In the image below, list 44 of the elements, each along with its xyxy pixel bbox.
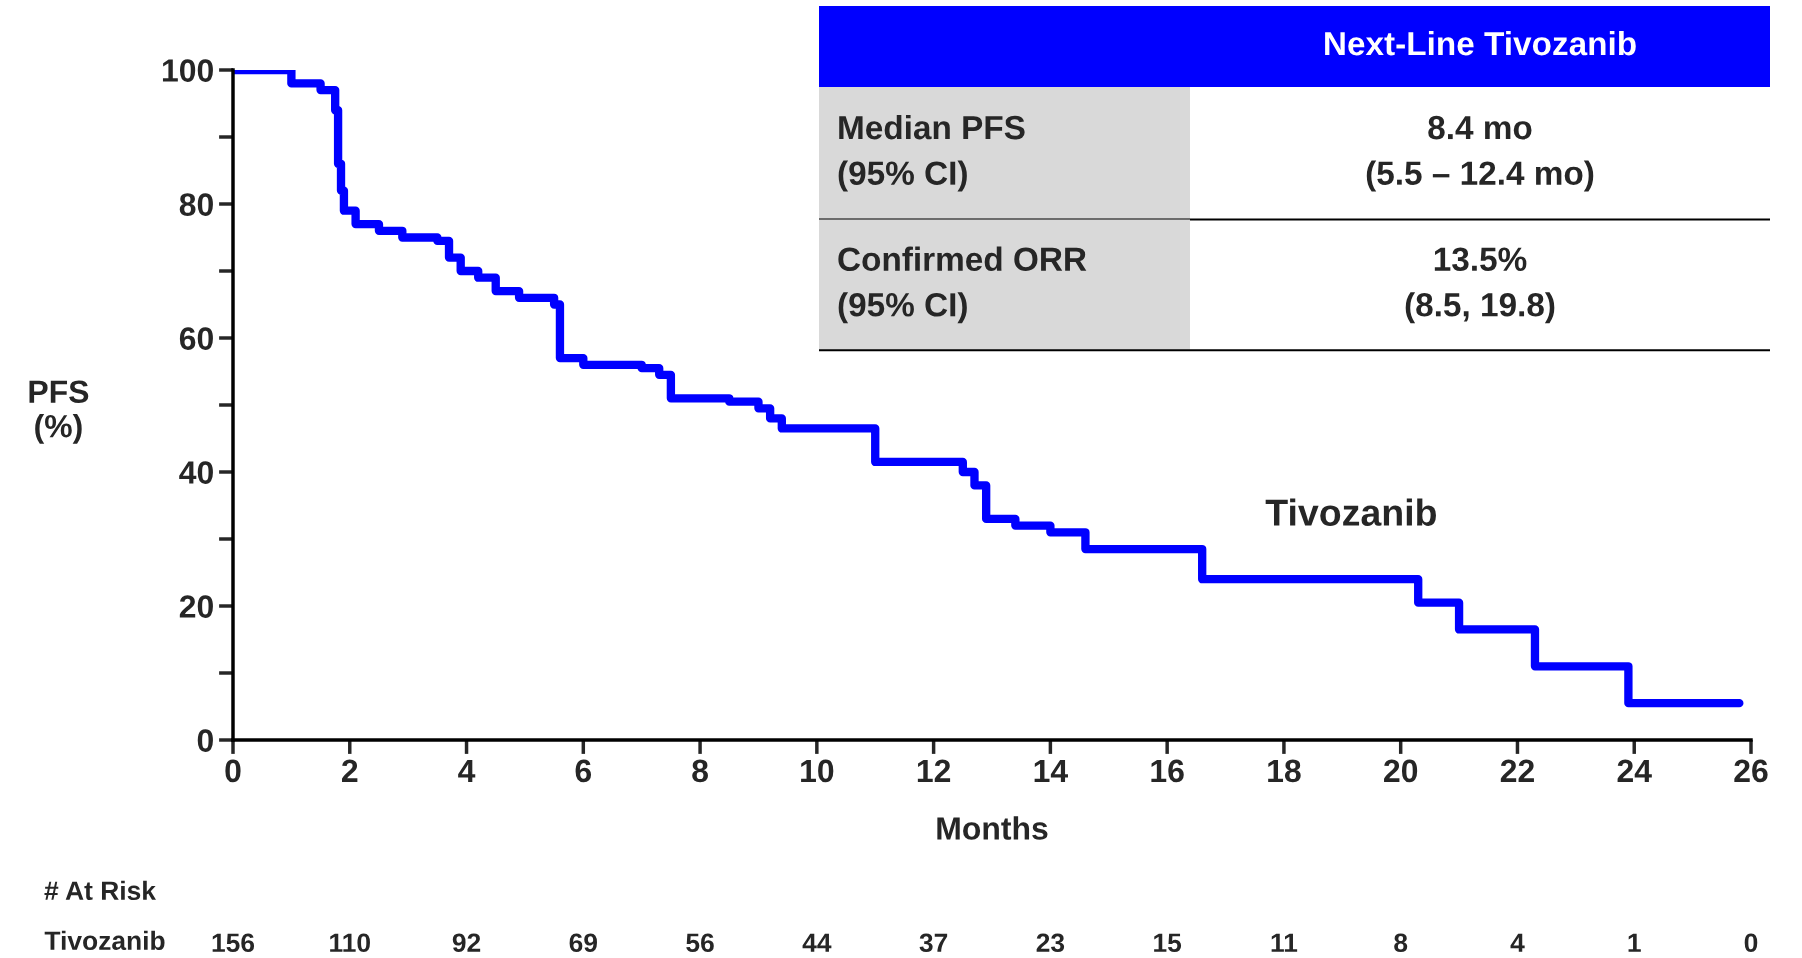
text: 37: [919, 933, 948, 953]
x-tick-label: 0: [225, 759, 241, 783]
text: 110: [330, 933, 370, 953]
x-tick-label: 4: [458, 759, 476, 782]
text: # At Risk: [44, 880, 156, 901]
text: 0: [1744, 933, 1758, 953]
y-axis-title: PFS (%): [29, 380, 89, 444]
category-label: Confirmed ORR (95% CI): [838, 246, 1087, 324]
text: 44: [802, 933, 832, 952]
x-tick-label: 24: [1617, 759, 1652, 782]
x-tick-label: 6: [575, 759, 592, 783]
text: 11: [1271, 933, 1298, 952]
text: Next-Line Tivozanib: [1325, 30, 1636, 56]
text: 23: [1036, 933, 1065, 953]
x-tick-label: 18: [1268, 759, 1301, 783]
text: 92: [452, 933, 481, 953]
text: 69: [569, 933, 598, 953]
text: 15: [1154, 933, 1182, 953]
x-tick-label: 26: [1734, 759, 1768, 783]
y-tick-label: 0: [197, 729, 213, 752]
x-tick-label: 8: [692, 759, 708, 783]
text: 8: [1394, 933, 1408, 953]
y-tick-label: 60: [179, 327, 213, 350]
y-tick-label: 80: [179, 193, 213, 216]
x-tick-label: 14: [1034, 759, 1068, 782]
text: Tivozanib: [44, 930, 165, 951]
y-tick-label: 20: [179, 595, 213, 618]
x-axis-title: Months: [937, 816, 1048, 840]
text: 4: [1510, 933, 1525, 952]
series-label: Tivozanib: [1265, 498, 1436, 526]
text: 8.4 mo (5.5 – 12.4 mo): [1366, 115, 1594, 192]
x-tick-label: 2: [342, 759, 358, 782]
category-label: Median PFS (95% CI): [838, 114, 1025, 192]
x-tick-label: 20: [1384, 759, 1418, 783]
text: 56: [686, 933, 714, 953]
text: 1: [1628, 933, 1641, 952]
y-tick-label: 40: [179, 461, 213, 484]
x-tick-label: 16: [1151, 759, 1184, 783]
y-tick-label: 100: [162, 59, 213, 82]
text: 13.5% (8.5, 19.8): [1405, 247, 1555, 324]
text: 156: [212, 933, 255, 953]
x-tick-label: 10: [801, 759, 834, 783]
x-tick-label: 22: [1500, 759, 1534, 782]
x-tick-label: 12: [917, 759, 951, 782]
